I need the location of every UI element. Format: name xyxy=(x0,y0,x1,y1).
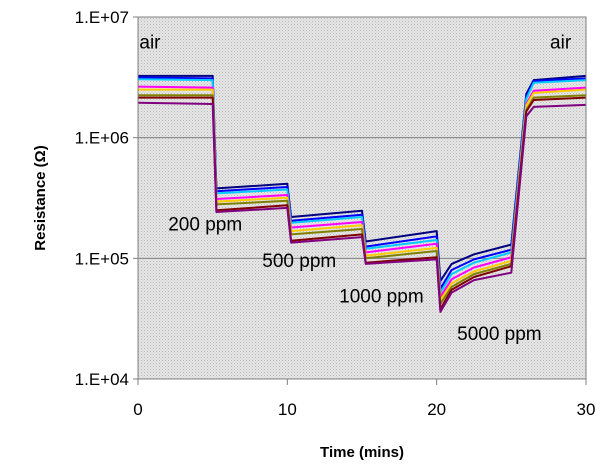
annotation-label: 500 ppm xyxy=(262,251,336,272)
y-tick-label: 1.E+07 xyxy=(75,8,129,27)
y-tick-label: 1.E+04 xyxy=(75,370,129,389)
x-tick-label: 0 xyxy=(133,400,142,419)
annotation-label: air xyxy=(550,32,572,53)
annotation-label: 200 ppm xyxy=(168,215,242,236)
y-tick-label: 1.E+06 xyxy=(75,129,129,148)
annotation-label: 1000 ppm xyxy=(339,287,424,308)
x-tick-label: 30 xyxy=(577,400,596,419)
x-axis-title: Time (mins) xyxy=(320,444,404,461)
plot-border xyxy=(137,16,587,380)
annotation-label: air xyxy=(139,32,161,53)
annotation-label: 5000 ppm xyxy=(457,324,542,345)
x-tick-label: 10 xyxy=(278,400,297,419)
x-tick-label: 20 xyxy=(427,400,446,419)
series-line-8 xyxy=(138,101,586,313)
y-tick-label: 1.E+05 xyxy=(75,249,129,268)
y-axis-title: Resistance (Ω) xyxy=(32,145,49,250)
